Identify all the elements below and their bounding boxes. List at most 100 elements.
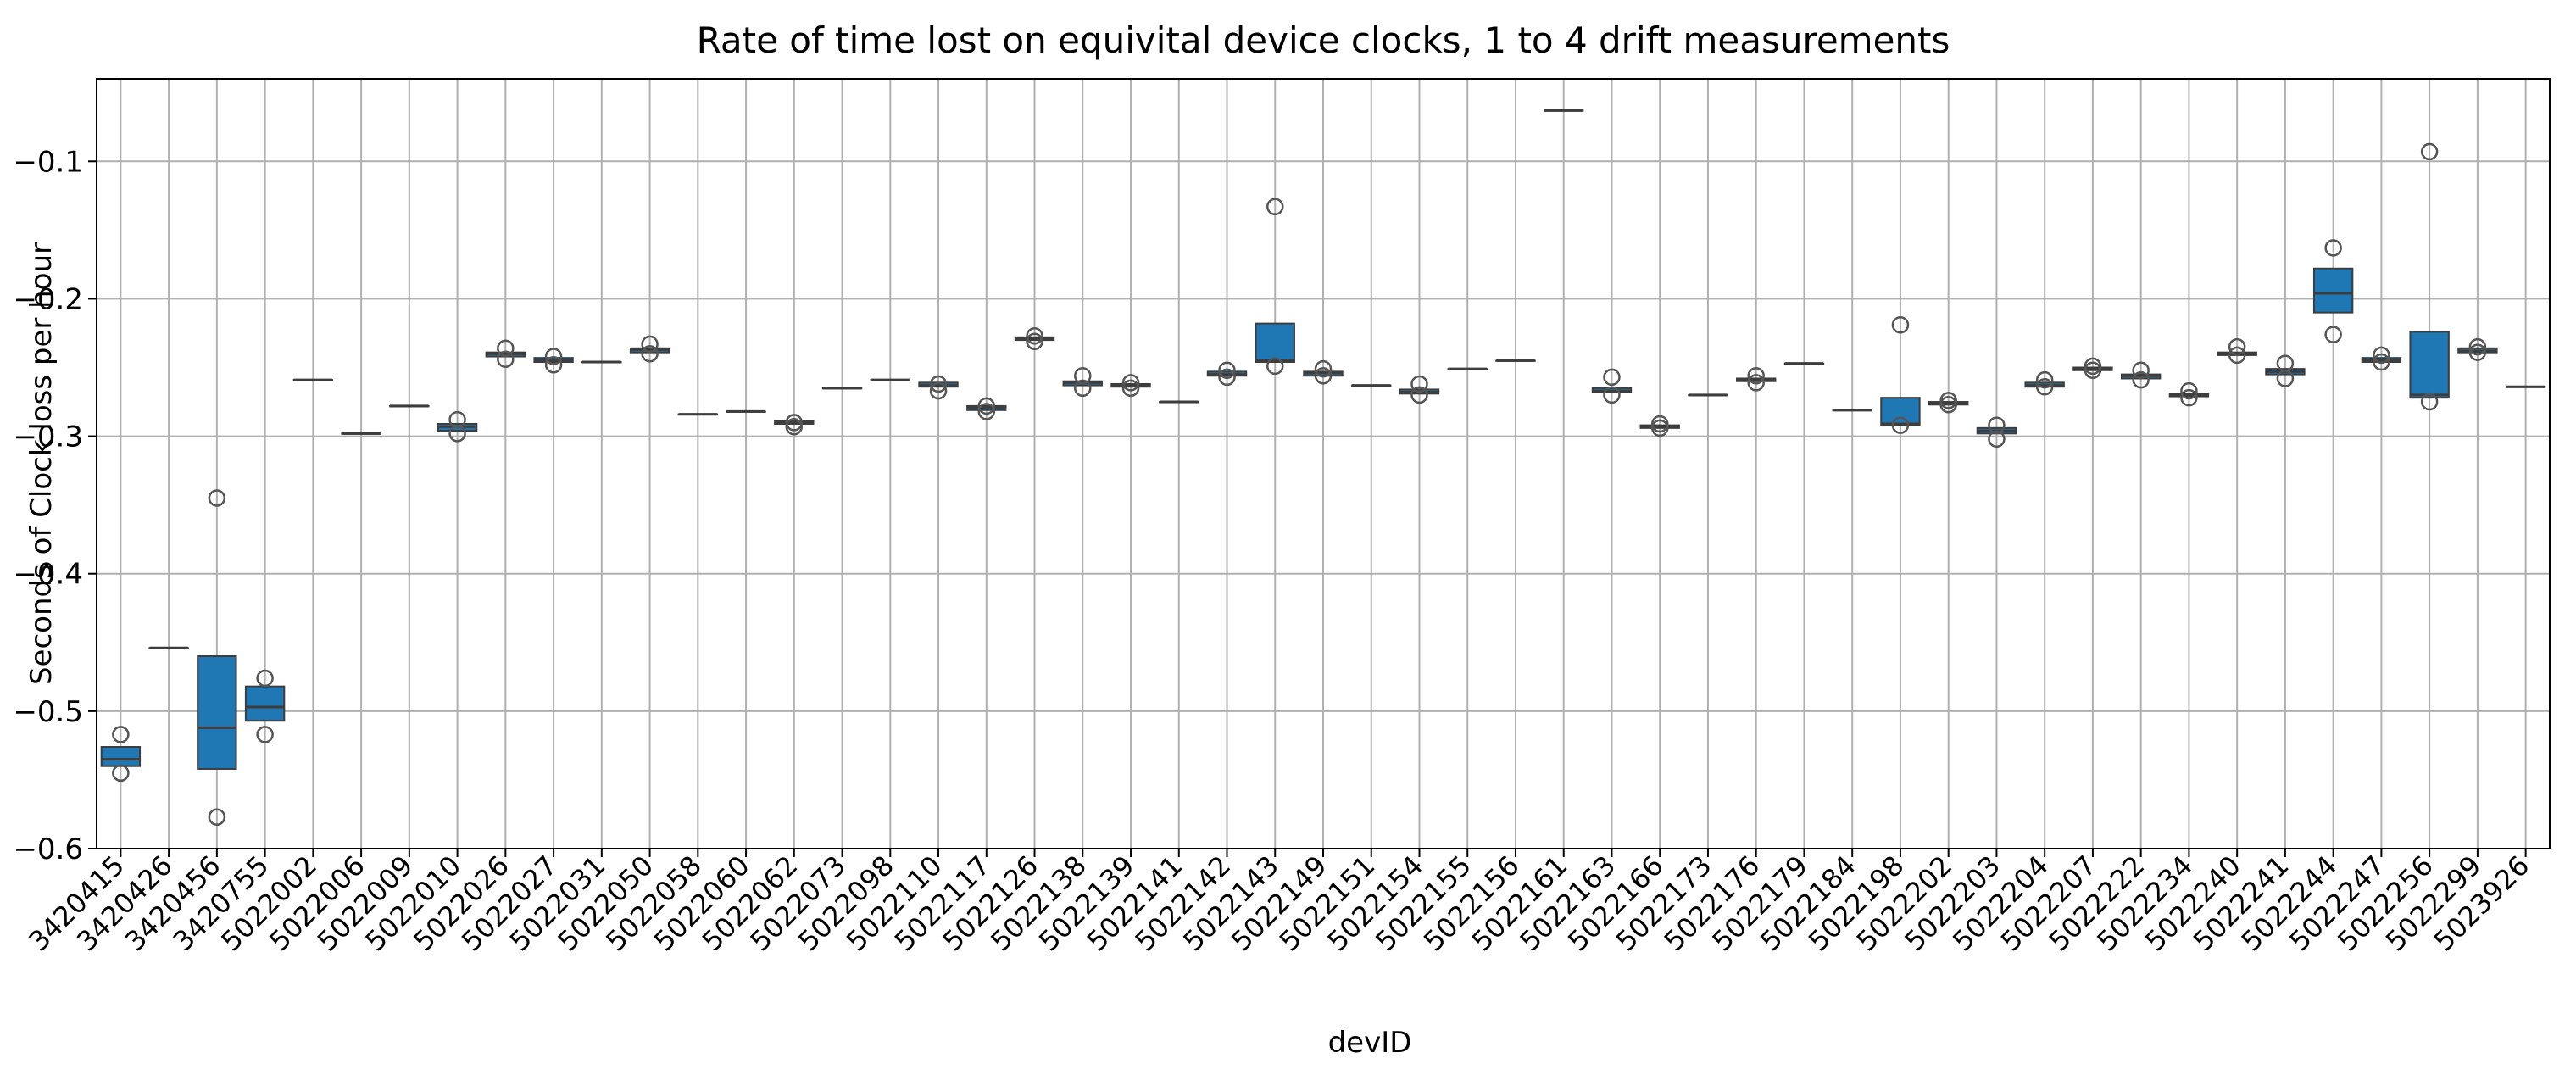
box-5022203: [1976, 416, 2017, 448]
box-5022139: [1110, 374, 1151, 398]
outlier-point: [2180, 381, 2198, 400]
outlier-point: [256, 669, 274, 688]
box-5022117: [966, 397, 1007, 420]
outlier-point: [1650, 415, 1669, 433]
box-5022234: [2168, 381, 2210, 407]
iqr-box: [1880, 397, 1921, 426]
outlier-point: [2228, 346, 2246, 365]
outlier-point: [1121, 379, 1140, 398]
outlier-point: [1410, 386, 1428, 404]
box-5022179: [1783, 362, 1825, 365]
box-5022155: [1447, 367, 1488, 370]
box-5022166: [1639, 415, 1680, 437]
outlier-point: [112, 726, 130, 743]
box-5022151: [1351, 384, 1392, 387]
outlier-point: [641, 345, 659, 363]
box-5022184: [1832, 409, 1872, 412]
box-5022006: [341, 432, 381, 435]
outlier-point: [1891, 416, 1910, 434]
outlier-point: [2373, 353, 2390, 371]
box-5022009: [389, 404, 430, 408]
grid-lines: [97, 79, 2550, 849]
outlier-point: [2132, 370, 2150, 389]
box-5022202: [1928, 392, 1969, 414]
outlier-point: [2420, 142, 2439, 161]
outlier-point: [1218, 368, 1236, 387]
iqr-box: [244, 685, 286, 722]
y-tick-label: −0.2: [13, 282, 83, 316]
box-5022141: [1159, 400, 1199, 404]
box-5022222: [2120, 361, 2162, 389]
outlier-point: [1603, 386, 1621, 404]
box-5022299: [2457, 337, 2498, 361]
outlier-point: [112, 764, 130, 782]
y-tick-label: −0.6: [13, 833, 83, 866]
outlier-point: [497, 350, 515, 369]
outlier-point: [2324, 326, 2342, 343]
outlier-point: [2468, 343, 2487, 361]
box-5022026: [485, 339, 526, 369]
y-tick-label: −0.4: [13, 558, 83, 592]
outlier-point: [2180, 388, 2198, 407]
box-5022154: [1399, 375, 1440, 404]
iqr-box: [2409, 331, 2450, 399]
box-5022138: [1062, 366, 1103, 398]
outlier-point: [2084, 357, 2102, 376]
outlier-point: [2468, 337, 2487, 356]
iqr-box: [2312, 267, 2354, 314]
outlier-point: [2324, 239, 2342, 257]
y-tick-label: −0.1: [13, 145, 83, 179]
box-3420426: [148, 646, 189, 649]
outlier-point: [1266, 357, 1284, 376]
outlier-point: [1747, 366, 1765, 385]
iqr-box: [197, 655, 237, 770]
box-5022050: [629, 335, 670, 363]
outlier-point: [1939, 392, 1957, 409]
box-5022142: [1206, 361, 1248, 387]
box-5022062: [774, 414, 815, 436]
outlier-point: [2132, 361, 2150, 379]
box-5022110: [918, 375, 959, 400]
iqr-box: [1255, 322, 1295, 364]
outlier-point: [1891, 315, 1910, 334]
box-5022163: [1591, 368, 1633, 404]
outlier-point: [1988, 430, 2006, 448]
outlier-point: [256, 726, 274, 743]
box-5022241: [2265, 354, 2306, 387]
outlier-point: [785, 414, 804, 432]
box-5022098: [870, 378, 910, 381]
outlier-point: [448, 410, 466, 429]
box-5022247: [2361, 346, 2402, 371]
outlier-point: [497, 339, 515, 358]
y-axis-label: Seconds of Clock loss per hour: [25, 242, 58, 685]
box-3420456: [197, 489, 237, 826]
outlier-point: [2373, 346, 2390, 365]
box-5022143: [1255, 198, 1295, 376]
outlier-point: [1988, 416, 2006, 434]
outlier-point: [2035, 377, 2054, 396]
outlier-point: [1121, 374, 1140, 392]
outlier-point: [448, 425, 466, 443]
box-5022256: [2409, 142, 2450, 411]
outlier-point: [1747, 374, 1765, 392]
iqr-box: [100, 746, 142, 767]
box-5022031: [581, 360, 622, 364]
outlier-point: [2228, 337, 2246, 356]
outlier-point: [1314, 359, 1333, 378]
box-5022204: [2024, 370, 2065, 396]
outlier-point: [1026, 332, 1043, 350]
outlier-point: [544, 348, 563, 365]
outlier-point: [929, 381, 948, 400]
outlier-point: [2035, 370, 2054, 389]
outlier-point: [1410, 375, 1428, 393]
y-tick-label: −0.3: [13, 420, 83, 454]
outlier-point: [1026, 326, 1043, 345]
outlier-point: [977, 397, 996, 415]
box-5022161: [1544, 109, 1584, 112]
box-5022073: [821, 387, 863, 390]
chart-title: Rate of time lost on equivital device cl…: [697, 19, 1950, 61]
outlier-point: [1603, 368, 1621, 387]
